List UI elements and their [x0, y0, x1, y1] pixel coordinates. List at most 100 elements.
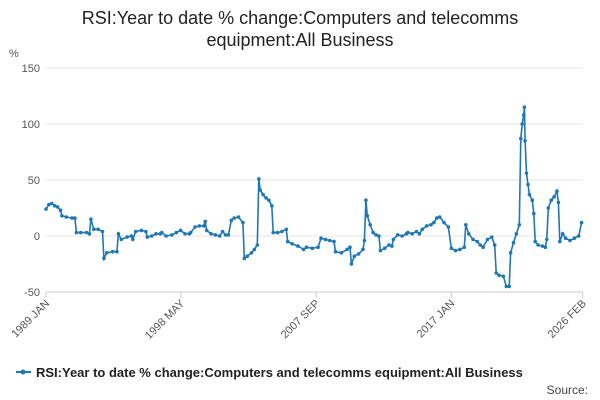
data-point: [462, 245, 467, 249]
data-point: [115, 249, 119, 254]
data-point: [458, 247, 462, 252]
data-point: [267, 198, 271, 202]
data-point: [464, 223, 468, 227]
data-point: [73, 216, 77, 220]
data-point: [348, 245, 352, 249]
chart-title-line-1: RSI:Year to date % change:Computers and …: [82, 8, 519, 28]
data-point: [536, 243, 540, 247]
data-point: [92, 227, 96, 232]
data-point: [435, 216, 439, 220]
data-point: [361, 247, 365, 252]
data-point: [70, 216, 74, 220]
legend-entry-label: RSI:Year to date % change:Computers and …: [36, 365, 523, 380]
data-point: [466, 232, 471, 236]
data-point: [284, 227, 289, 232]
x-tick-label: 2007 SEP: [279, 298, 323, 342]
data-point: [52, 204, 57, 208]
data-point: [223, 233, 228, 237]
data-point: [414, 229, 419, 234]
chart-title-line-2: equipment:All Business: [206, 30, 393, 50]
data-point: [568, 238, 572, 243]
data-point: [497, 273, 501, 278]
data-point: [110, 249, 115, 254]
data-point: [420, 227, 425, 232]
data-point: [50, 201, 54, 206]
data-point: [236, 215, 241, 219]
data-point: [555, 189, 559, 193]
data-point: [533, 239, 537, 244]
data-point: [453, 248, 458, 253]
data-point: [174, 230, 179, 235]
data-point: [543, 245, 548, 249]
data-point: [517, 223, 522, 227]
data-point: [270, 204, 274, 208]
data-point: [552, 195, 556, 199]
data-point: [249, 251, 254, 255]
data-point: [310, 246, 315, 251]
data-point: [280, 229, 284, 234]
data-point: [371, 230, 375, 235]
data-point: [202, 224, 206, 228]
data-point: [400, 234, 404, 238]
data-point: [44, 207, 48, 211]
grid-lines: [46, 67, 583, 237]
y-axis-unit-label: %: [9, 48, 19, 60]
data-point: [245, 254, 249, 258]
data-point: [508, 251, 513, 255]
data-point: [410, 232, 415, 236]
data-point: [368, 223, 373, 227]
data-point: [576, 234, 581, 238]
data-point: [323, 237, 328, 242]
data-point: [345, 247, 349, 252]
data-point: [523, 139, 527, 143]
data-point: [524, 171, 529, 176]
data-point: [74, 230, 79, 235]
data-point: [511, 240, 516, 245]
y-tick-label: 100: [22, 119, 40, 131]
data-point: [406, 230, 410, 235]
data-point: [520, 122, 524, 126]
data-point: [417, 232, 422, 236]
data-point: [285, 239, 290, 244]
data-point: [220, 229, 225, 234]
data-point: [540, 244, 545, 248]
data-point: [129, 234, 134, 238]
data-point: [579, 220, 584, 225]
data-point: [154, 232, 158, 236]
x-axis-ticks: 1989 JAN 1998 MAY 2007 SEP 2017 JAN 2026 FEB: [9, 292, 589, 342]
data-point: [96, 227, 100, 232]
data-point: [501, 274, 506, 279]
data-point: [382, 246, 387, 251]
data-point: [264, 196, 268, 200]
data-point: [437, 215, 442, 219]
data-point: [546, 206, 551, 210]
data-point: [395, 233, 400, 237]
x-tick-label: 1998 MAY: [143, 297, 188, 342]
data-point: [290, 242, 294, 246]
data-point: [102, 256, 106, 261]
data-point: [504, 284, 509, 289]
data-point: [105, 251, 109, 255]
x-tick-label: 2017 JAN: [415, 298, 458, 341]
data-point: [89, 217, 93, 221]
data-point: [232, 216, 236, 220]
data-point: [556, 200, 561, 205]
data-point: [521, 113, 526, 117]
data-point: [364, 198, 368, 202]
data-point: [560, 232, 565, 236]
data-point: [241, 220, 245, 225]
data-point: [160, 230, 164, 235]
data-point: [252, 247, 257, 252]
data-point: [494, 271, 499, 275]
data-point: [549, 198, 553, 202]
data-point: [514, 232, 519, 236]
data-point: [527, 192, 532, 197]
data-point: [558, 239, 562, 244]
data-point: [226, 233, 231, 237]
legend[interactable]: RSI:Year to date % change:Computers and …: [16, 365, 523, 380]
data-point: [275, 230, 280, 235]
data-point: [197, 224, 202, 228]
data-point: [563, 236, 568, 240]
data-point: [490, 235, 494, 239]
data-point: [193, 225, 197, 229]
